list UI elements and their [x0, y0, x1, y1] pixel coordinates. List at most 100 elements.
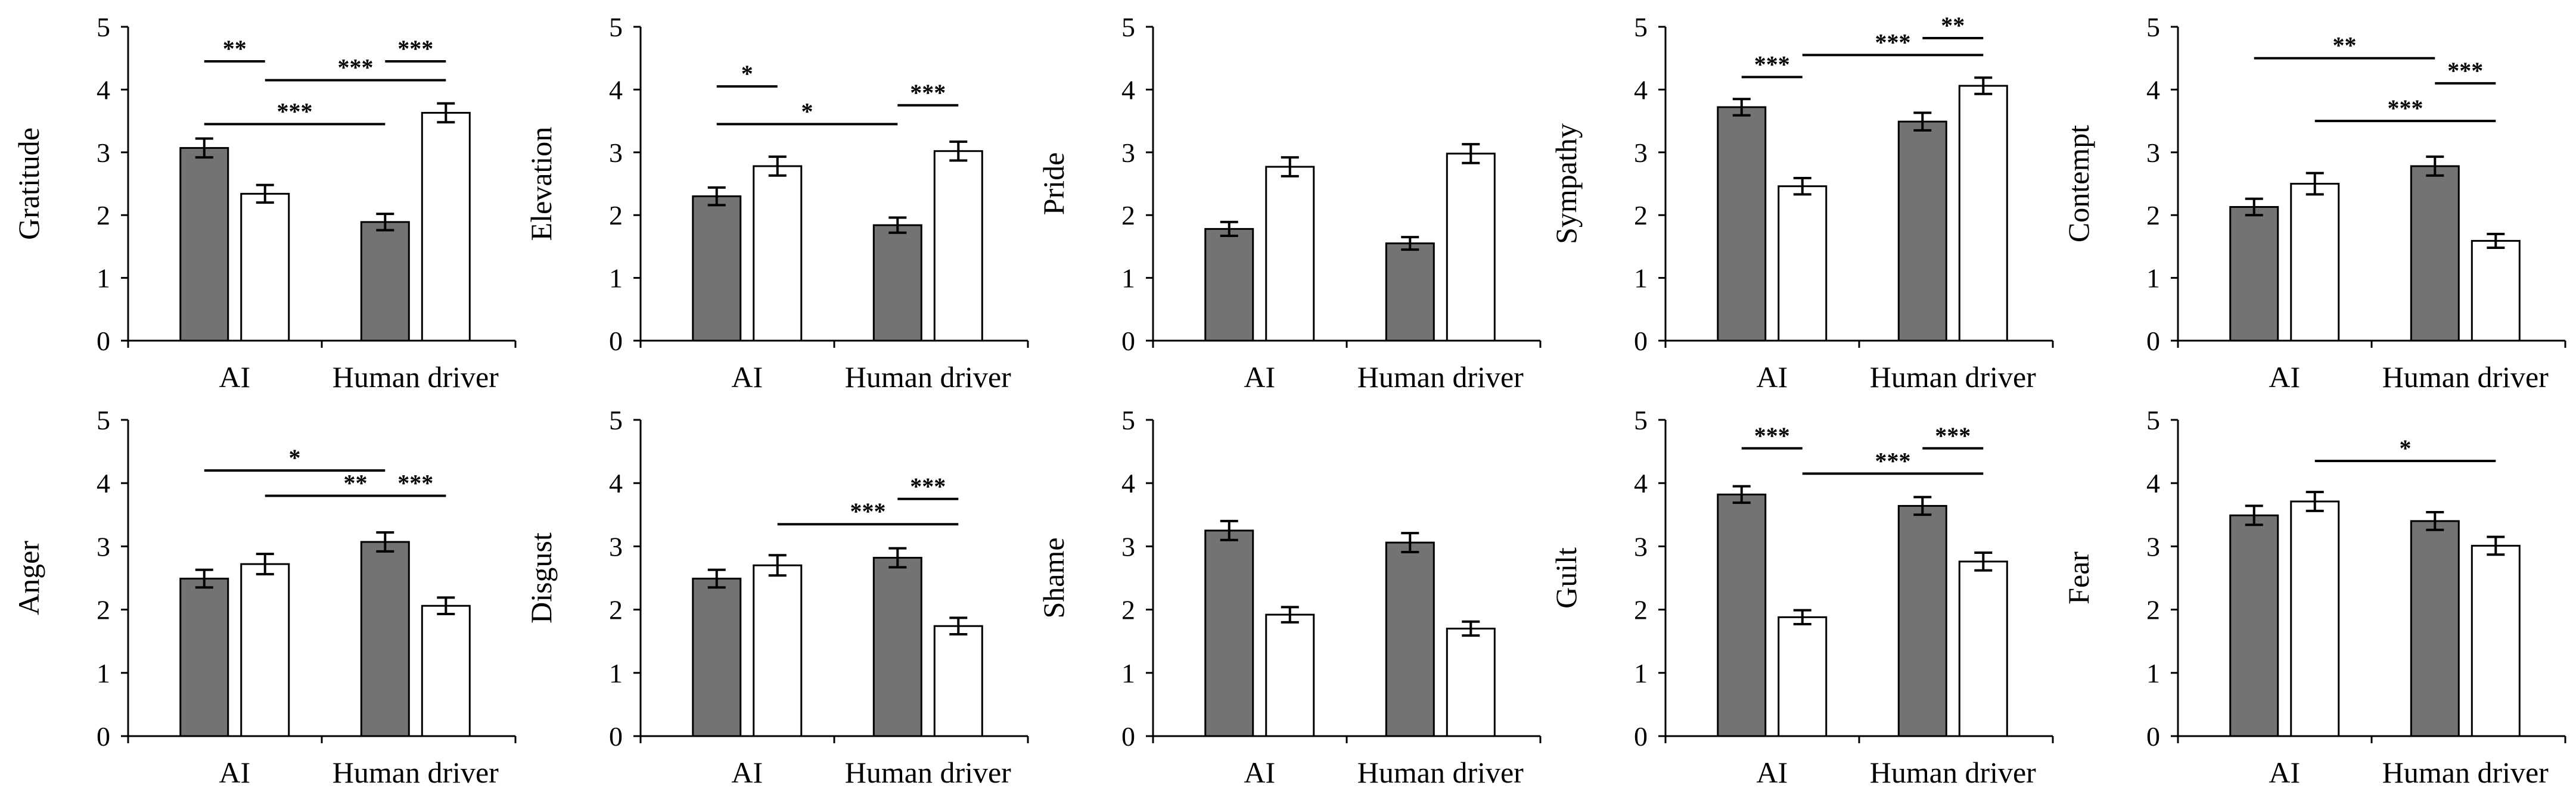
- bar-dark: [1897, 120, 1947, 342]
- y-axis-title: Contempt: [2062, 125, 2095, 242]
- bar-dark: [179, 147, 229, 342]
- x-category-label: AI: [219, 756, 250, 789]
- significance-label: ***: [1935, 422, 1971, 449]
- y-axis-title: Guilt: [1549, 547, 1583, 609]
- y-tick-label: 4: [2146, 74, 2160, 105]
- x-category-label: AI: [2269, 756, 2300, 789]
- x-category-label: Human driver: [1357, 360, 1524, 394]
- y-tick-label: 2: [609, 200, 623, 230]
- bar-dark: [692, 195, 742, 342]
- y-tick-label: 3: [609, 531, 623, 562]
- bar-light: [1446, 627, 1496, 737]
- bar-light: [933, 150, 983, 342]
- x-category-label: Human driver: [333, 756, 499, 789]
- x-category-label: AI: [731, 756, 763, 789]
- x-category-label: Human driver: [845, 756, 1011, 789]
- bar-dark: [2410, 520, 2460, 737]
- bar-light: [2290, 500, 2340, 737]
- y-tick-label: 1: [1121, 263, 1135, 294]
- x-category-label: AI: [731, 360, 763, 394]
- y-axis-title: Sympathy: [1549, 123, 1583, 244]
- significance-label: ***: [1754, 422, 1790, 449]
- significance-label: ***: [338, 54, 374, 81]
- bar-dark: [1204, 529, 1254, 737]
- y-tick-label: 3: [97, 531, 110, 562]
- bar-light: [753, 165, 803, 342]
- y-tick-label: 0: [2146, 326, 2160, 356]
- y-axis-title: Elevation: [524, 127, 558, 241]
- bar-dark: [1897, 504, 1947, 737]
- y-tick-label: 5: [1121, 405, 1135, 435]
- significance-label: *: [2400, 435, 2412, 462]
- bar-light: [421, 604, 471, 737]
- y-tick-label: 3: [1121, 531, 1135, 562]
- y-tick-label: 4: [1634, 74, 1648, 105]
- significance-label: **: [1941, 12, 1965, 39]
- y-tick-label: 4: [1121, 74, 1135, 105]
- y-tick-label: 5: [97, 12, 110, 42]
- y-tick-label: 2: [609, 595, 623, 625]
- chart-panel-pride: 0 1 2 3 4 5 Pride AI Human driver: [1037, 12, 1542, 394]
- y-tick-label: 4: [1634, 468, 1648, 498]
- significance-label: ***: [397, 469, 433, 496]
- x-category-label: AI: [219, 360, 250, 394]
- y-tick-label: 0: [609, 326, 623, 356]
- y-tick-label: 3: [1634, 531, 1648, 562]
- y-tick-label: 0: [2146, 721, 2160, 752]
- y-tick-label: 3: [1121, 138, 1135, 168]
- bar-light: [1446, 152, 1496, 342]
- y-tick-label: 0: [1634, 326, 1648, 356]
- y-tick-label: 3: [1634, 138, 1648, 168]
- y-tick-label: 1: [1121, 658, 1135, 688]
- bar-dark: [360, 541, 410, 737]
- y-tick-label: 1: [1634, 658, 1648, 688]
- y-axis-title: Gratitude: [12, 127, 45, 240]
- x-category-label: Human driver: [333, 360, 499, 394]
- bar-light: [1778, 185, 1828, 342]
- y-tick-label: 2: [1634, 200, 1648, 230]
- y-axis-title: Disgust: [524, 532, 558, 624]
- bar-light: [421, 111, 471, 342]
- y-tick-label: 2: [2146, 595, 2160, 625]
- significance-label: ***: [397, 35, 433, 62]
- significance-label: ***: [1875, 29, 1911, 55]
- significance-label: ***: [910, 79, 946, 106]
- y-tick-label: 4: [1121, 468, 1135, 498]
- y-tick-label: 3: [2146, 531, 2160, 562]
- bar-dark: [2229, 205, 2279, 342]
- y-tick-label: 0: [1634, 721, 1648, 752]
- significance-label: ***: [910, 473, 946, 500]
- y-tick-label: 3: [2146, 138, 2160, 168]
- bar-dark: [692, 578, 742, 737]
- bar-dark: [2410, 165, 2460, 342]
- x-category-label: AI: [2269, 360, 2300, 394]
- bar-light: [2290, 183, 2340, 342]
- y-tick-label: 4: [609, 74, 623, 105]
- bar-light: [2471, 544, 2521, 737]
- y-tick-label: 1: [2146, 263, 2160, 294]
- y-tick-label: 2: [1634, 595, 1648, 625]
- bar-light: [240, 192, 290, 342]
- bar-light: [1958, 85, 2008, 342]
- y-tick-label: 5: [609, 405, 623, 435]
- significance-label: *: [801, 98, 813, 124]
- chart-panel-fear: 0 1 2 3 4 5 Fear AI Human driver *: [2062, 405, 2566, 789]
- y-tick-label: 1: [97, 263, 110, 294]
- y-axis-title: Pride: [1037, 152, 1070, 216]
- y-tick-label: 4: [97, 468, 110, 498]
- bar-dark: [872, 557, 922, 737]
- y-tick-label: 1: [609, 263, 623, 294]
- bar-light: [2471, 239, 2521, 342]
- y-tick-label: 5: [2146, 405, 2160, 435]
- bar-light: [1958, 560, 2008, 737]
- significance-label: *: [289, 444, 301, 471]
- y-tick-label: 0: [97, 721, 110, 752]
- x-category-label: Human driver: [1870, 756, 2036, 789]
- bar-light: [1778, 616, 1828, 737]
- y-tick-label: 1: [2146, 658, 2160, 688]
